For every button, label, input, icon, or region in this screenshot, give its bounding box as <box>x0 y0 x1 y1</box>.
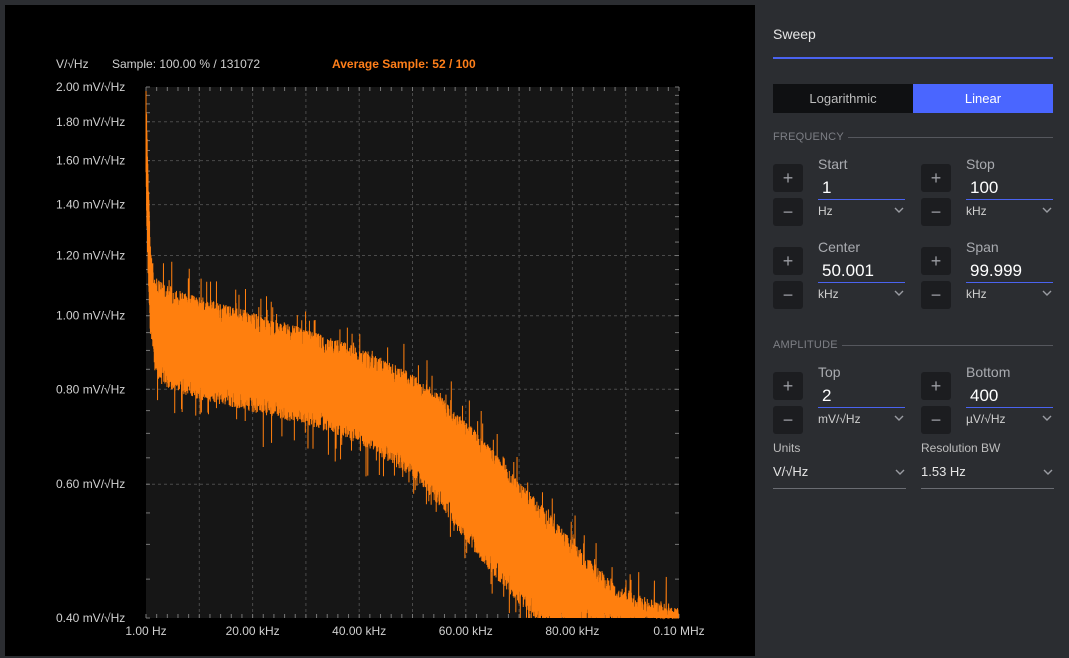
top-amplitude-field: + − Top mV/√Hz <box>773 364 905 442</box>
center-frequency-field: + − Center kHz <box>773 239 905 317</box>
start-input[interactable] <box>818 176 905 200</box>
top-unit-select[interactable]: mV/√Hz <box>818 412 905 428</box>
chart-minor-ticks <box>145 86 680 619</box>
bottom-amplitude-field: + − Bottom µV/√Hz <box>921 364 1053 442</box>
amplitude-divider <box>841 344 1053 346</box>
y-tick-label: 0.40 mV/√Hz <box>56 611 125 625</box>
scale-linear-button[interactable]: Linear <box>913 84 1053 113</box>
top-decrement-button[interactable]: − <box>773 406 803 434</box>
chevron-down-icon <box>1042 290 1052 296</box>
resolution-bw-value: 1.53 Hz <box>921 464 966 479</box>
y-tick-label: 0.60 mV/√Hz <box>56 477 125 491</box>
sample-readout: Sample: 100.00 % / 131072 <box>112 57 261 71</box>
x-tick-label: 40.00 kHz <box>332 624 386 638</box>
span-unit-value: kHz <box>966 287 987 301</box>
stop-label: Stop <box>966 156 995 172</box>
bottom-unit-select[interactable]: µV/√Hz <box>966 412 1053 428</box>
average-sample-readout: Average Sample: 52 / 100 <box>332 57 476 71</box>
top-unit-value: mV/√Hz <box>818 412 861 426</box>
center-input[interactable] <box>818 259 905 283</box>
bottom-unit-value: µV/√Hz <box>966 412 1006 426</box>
span-frequency-field: + − Span kHz <box>921 239 1053 317</box>
bottom-decrement-button[interactable]: − <box>921 406 951 434</box>
y-axis-tick-labels: 2.00 mV/√Hz 1.80 mV/√Hz 1.60 mV/√Hz 1.40 mV… <box>56 80 125 625</box>
center-unit-select[interactable]: kHz <box>818 287 905 303</box>
stop-unit-value: kHz <box>966 204 987 218</box>
y-tick-label: 1.40 mV/√Hz <box>56 198 125 212</box>
x-tick-label: 1.00 Hz <box>125 624 166 638</box>
x-tick-label: 20.00 kHz <box>226 624 280 638</box>
chevron-down-icon <box>1042 207 1052 213</box>
start-unit-value: Hz <box>818 204 833 218</box>
resolution-bw-dropdown[interactable]: 1.53 Hz <box>921 462 1054 489</box>
center-label: Center <box>818 239 861 255</box>
chevron-down-icon <box>894 415 904 421</box>
bottom-increment-button[interactable]: + <box>921 372 951 400</box>
stop-increment-button[interactable]: + <box>921 164 951 192</box>
units-label: Units <box>773 441 801 455</box>
center-increment-button[interactable]: + <box>773 247 803 275</box>
chevron-down-icon <box>894 207 904 213</box>
spectrum-chart[interactable]: 2.00 mV/√Hz 1.80 mV/√Hz 1.60 mV/√Hz 1.40 mV… <box>5 5 755 656</box>
units-dropdown[interactable]: V/√Hz <box>773 462 906 489</box>
stop-unit-select[interactable]: kHz <box>966 204 1053 220</box>
y-tick-label: 1.60 mV/√Hz <box>56 154 125 168</box>
chevron-down-icon <box>1043 469 1053 475</box>
span-label: Span <box>966 239 999 255</box>
stop-frequency-field: + − Stop kHz <box>921 156 1053 234</box>
span-unit-select[interactable]: kHz <box>966 287 1053 303</box>
y-tick-label: 0.80 mV/√Hz <box>56 382 125 396</box>
amplitude-section-label: AMPLITUDE <box>773 339 838 351</box>
scale-logarithmic-button[interactable]: Logarithmic <box>809 91 877 106</box>
y-tick-label: 1.20 mV/√Hz <box>56 249 125 263</box>
span-decrement-button[interactable]: − <box>921 281 951 309</box>
x-tick-label: 60.00 kHz <box>439 624 493 638</box>
start-increment-button[interactable]: + <box>773 164 803 192</box>
start-frequency-field: + − Start Hz <box>773 156 905 234</box>
center-decrement-button[interactable]: − <box>773 281 803 309</box>
center-unit-value: kHz <box>818 287 839 301</box>
top-label: Top <box>818 364 841 380</box>
y-tick-label: 1.00 mV/√Hz <box>56 309 125 323</box>
stop-input[interactable] <box>966 176 1053 200</box>
frequency-section-label: FREQUENCY <box>773 131 844 143</box>
x-axis-tick-labels: 1.00 Hz 20.00 kHz 40.00 kHz 60.00 kHz 80.00 … <box>125 624 704 638</box>
sweep-tab-underline <box>773 57 1053 59</box>
units-dropdown-value: V/√Hz <box>773 464 809 479</box>
top-increment-button[interactable]: + <box>773 372 803 400</box>
scale-mode-toggle: Logarithmic Linear <box>773 84 1053 113</box>
chevron-down-icon <box>894 290 904 296</box>
frequency-divider <box>847 136 1053 138</box>
units-readout: V/√Hz <box>56 57 89 71</box>
spectrum-plot-panel: 2.00 mV/√Hz 1.80 mV/√Hz 1.60 mV/√Hz 1.40 mV… <box>5 5 755 656</box>
sweep-settings-panel: Sweep Logarithmic Linear FREQUENCY + − S… <box>757 0 1069 658</box>
amplitude-section-header: AMPLITUDE <box>773 339 1053 351</box>
start-unit-select[interactable]: Hz <box>818 204 905 220</box>
resolution-bw-label: Resolution BW <box>921 441 1001 455</box>
top-input[interactable] <box>818 384 905 408</box>
span-input[interactable] <box>966 259 1053 283</box>
chevron-down-icon <box>1042 415 1052 421</box>
sweep-tab-title[interactable]: Sweep <box>773 26 816 42</box>
y-tick-label: 2.00 mV/√Hz <box>56 80 125 94</box>
spectrum-trace <box>145 91 679 620</box>
start-decrement-button[interactable]: − <box>773 198 803 226</box>
bottom-input[interactable] <box>966 384 1053 408</box>
stop-decrement-button[interactable]: − <box>921 198 951 226</box>
x-tick-label: 80.00 kHz <box>545 624 599 638</box>
frequency-section-header: FREQUENCY <box>773 131 1053 143</box>
bottom-label: Bottom <box>966 364 1011 380</box>
chevron-down-icon <box>895 469 905 475</box>
y-tick-label: 1.80 mV/√Hz <box>56 115 125 129</box>
x-tick-label: 0.10 MHz <box>653 624 704 638</box>
start-label: Start <box>818 156 848 172</box>
span-increment-button[interactable]: + <box>921 247 951 275</box>
